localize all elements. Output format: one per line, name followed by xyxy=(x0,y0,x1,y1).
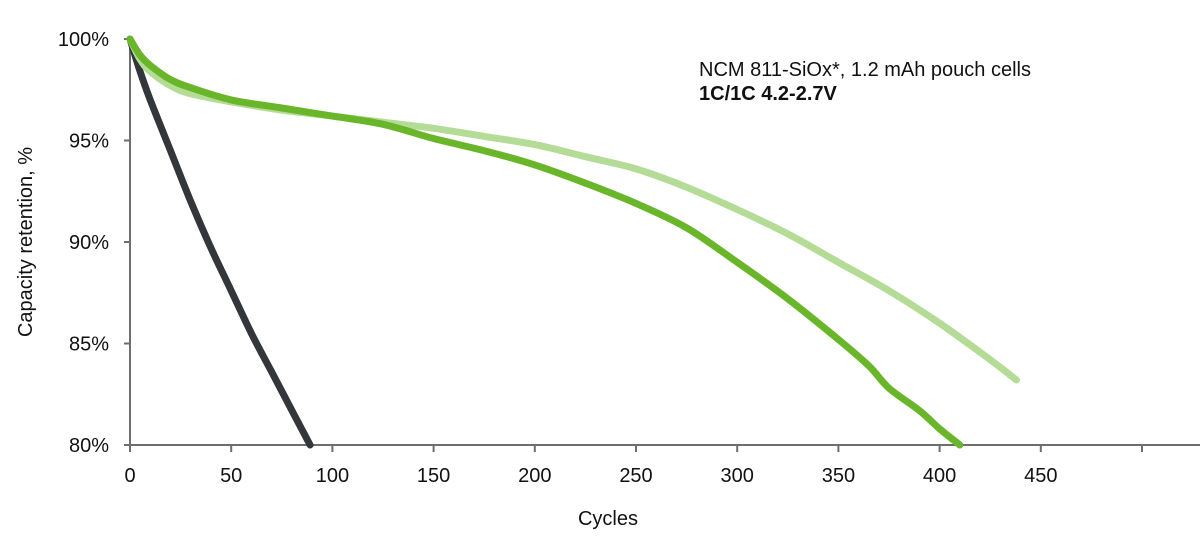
light-green-series xyxy=(126,35,1020,384)
x-tick-label: 350 xyxy=(822,465,855,487)
x-tick-label: 0 xyxy=(124,465,135,487)
annotation-cycling-conditions: 1C/1C 4.2-2.7V xyxy=(699,83,837,105)
annotation-cell-info: NCM 811-SiOx*, 1.2 mAh pouch cells xyxy=(699,59,1031,81)
x-tick-label: 200 xyxy=(518,465,551,487)
x-tick-label: 100 xyxy=(316,465,349,487)
y-tick-label: 90% xyxy=(69,232,109,254)
tick-labels: 80% 85% 90% 95% 100% 0 50 100 150 200 250 300 350 400… xyxy=(58,29,1058,487)
y-axis-title: Capacity retention, % xyxy=(15,147,37,337)
x-tick-label: 450 xyxy=(1024,465,1057,487)
x-axis-title: Cycles xyxy=(578,508,638,530)
x-tick-label: 250 xyxy=(619,465,652,487)
dark-gray-series xyxy=(126,35,314,449)
green-series xyxy=(126,35,964,449)
x-tick-label: 400 xyxy=(923,465,956,487)
y-tick-label: 100% xyxy=(58,29,109,51)
x-tick-label: 300 xyxy=(721,465,754,487)
x-tick-label: 150 xyxy=(417,465,450,487)
y-tick-label: 95% xyxy=(69,131,109,153)
series-group xyxy=(126,35,1020,449)
y-tick-label: 80% xyxy=(69,435,109,457)
y-tick-label: 85% xyxy=(69,334,109,356)
annotation-box: NCM 811-SiOx*, 1.2 mAh pouch cells 1C/1C… xyxy=(699,58,1031,106)
axes xyxy=(124,38,1200,452)
x-tick-label: 50 xyxy=(220,465,242,487)
